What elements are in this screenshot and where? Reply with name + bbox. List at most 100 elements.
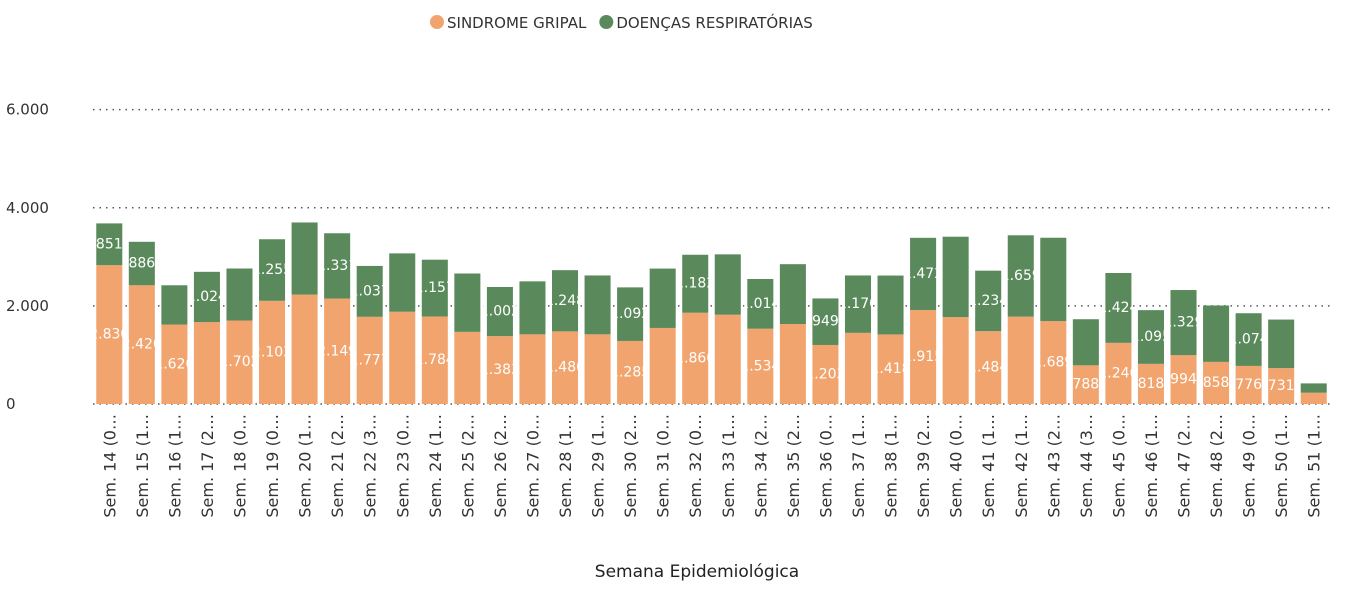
- x-tick-label: Sem. 29 (1…: [589, 414, 608, 518]
- data-label: 1.234: [968, 293, 1008, 309]
- bar-segment: [682, 254, 709, 313]
- data-label: 1.246: [1098, 365, 1138, 381]
- bar-segment: [421, 316, 448, 404]
- x-tick-label: Sem. 33 (1…: [719, 414, 738, 518]
- y-tick-label: 0: [6, 395, 16, 413]
- bar-segment: [1235, 365, 1262, 404]
- bar-segment: [1072, 319, 1099, 366]
- x-tick-label: Sem. 45 (0…: [1109, 414, 1128, 518]
- data-label: 1.182: [675, 276, 715, 292]
- data-label: 949: [812, 314, 839, 330]
- data-label: 1.534: [740, 358, 780, 374]
- data-label: 2.420: [122, 337, 162, 353]
- y-tick-label: 2.000: [6, 297, 49, 315]
- bar-segment: [1007, 316, 1034, 404]
- bar-segment: [1235, 313, 1262, 366]
- bar-segment: [389, 253, 416, 312]
- bar-segment: [454, 331, 481, 404]
- data-label: 1.659: [1001, 268, 1041, 284]
- x-tick-label: Sem. 40 (0…: [947, 414, 966, 518]
- bar-segment: [1268, 319, 1295, 369]
- bar-segment: [128, 285, 155, 404]
- bar-segment: [356, 316, 383, 404]
- bar-segment: [324, 298, 351, 404]
- data-label: 776: [1235, 377, 1262, 393]
- bar-segment: [812, 298, 839, 345]
- x-tick-label: Sem. 18 (0…: [230, 414, 249, 518]
- x-tick-label: Sem. 36 (0…: [816, 414, 835, 518]
- data-label: 1.002: [480, 304, 520, 320]
- bar-segment: [291, 294, 318, 404]
- bar-segment: [714, 314, 741, 404]
- bar-segment: [617, 287, 644, 341]
- bar-segment: [259, 300, 286, 404]
- bar-segment: [1137, 363, 1164, 404]
- bar-segment: [1007, 235, 1034, 317]
- bar-segment: [1300, 383, 1327, 393]
- data-label: 1.689: [1033, 355, 1073, 371]
- legend-label: DOENÇAS RESPIRATÓRIAS: [616, 13, 812, 32]
- bar-segment: [454, 273, 481, 332]
- x-tick-label: Sem. 15 (1…: [133, 414, 152, 518]
- legend-marker: [599, 15, 614, 29]
- data-label: 1.915: [903, 349, 943, 365]
- bar-segment: [649, 268, 676, 328]
- x-tick-label: Sem. 44 (3…: [1077, 414, 1096, 518]
- data-label: 1.472: [903, 266, 943, 282]
- bar-segment: [551, 331, 579, 404]
- bar-segment: [226, 268, 253, 321]
- data-label: 851: [96, 236, 123, 252]
- bar-segment: [975, 270, 1002, 332]
- bar-segment: [1040, 321, 1067, 404]
- bar-segment: [812, 344, 839, 404]
- data-label: 1.329: [1163, 315, 1203, 331]
- data-label: 1.860: [675, 350, 715, 366]
- data-label: 1.383: [480, 362, 520, 378]
- y-tick-label: 4.000: [6, 199, 49, 217]
- bar-segment: [486, 286, 513, 337]
- x-tick-label: Sem. 22 (3…: [361, 414, 380, 518]
- x-tick-label: Sem. 37 (1…: [849, 414, 868, 518]
- bar-segment: [193, 271, 220, 323]
- x-tick-label: Sem. 35 (2…: [784, 414, 803, 518]
- data-label: 1.424: [1098, 300, 1138, 316]
- bar-segment: [877, 275, 904, 335]
- bar-segment: [942, 317, 969, 404]
- bar-segment: [747, 278, 774, 329]
- bar-segment: [226, 320, 253, 404]
- bar-segment: [942, 236, 969, 318]
- data-label: 1.170: [838, 296, 878, 312]
- bar-segment: [779, 324, 806, 404]
- bar-segment: [1040, 237, 1067, 322]
- bar-segment: [1300, 392, 1327, 404]
- data-label: 994: [1170, 372, 1197, 388]
- bar-segment: [519, 334, 546, 404]
- x-tick-label: Sem. 41 (1…: [979, 414, 998, 518]
- data-label: 731: [1268, 378, 1295, 394]
- data-label: 1.092: [610, 306, 650, 322]
- data-label: 1.203: [805, 366, 845, 382]
- x-tick-label: Sem. 38 (1…: [882, 414, 901, 518]
- x-tick-label: Sem. 46 (1…: [1142, 414, 1161, 518]
- data-label: 2.830: [89, 327, 129, 343]
- x-tick-label: Sem. 49 (0…: [1240, 414, 1259, 518]
- data-label: 2.149: [317, 343, 357, 359]
- bar-segment: [161, 285, 188, 325]
- bar-segment: [291, 222, 318, 295]
- data-label: 1.157: [415, 280, 455, 296]
- bar-segment: [551, 270, 579, 332]
- bar-segment: [324, 233, 351, 299]
- x-tick-label: Sem. 50 (1…: [1272, 414, 1291, 518]
- x-tick-label: Sem. 17 (2…: [198, 414, 217, 518]
- bar-segment: [1105, 342, 1132, 404]
- bar-segment: [714, 254, 741, 315]
- data-label: 1.095: [1131, 329, 1171, 345]
- data-label: 1.037: [350, 283, 390, 299]
- data-label: 2.103: [252, 344, 292, 360]
- data-label: 886: [128, 256, 155, 272]
- x-tick-label: Sem. 48 (2…: [1207, 414, 1226, 518]
- x-tick-label: Sem. 30 (2…: [621, 414, 640, 518]
- bar-segment: [356, 265, 383, 317]
- data-label: 1.480: [545, 360, 585, 376]
